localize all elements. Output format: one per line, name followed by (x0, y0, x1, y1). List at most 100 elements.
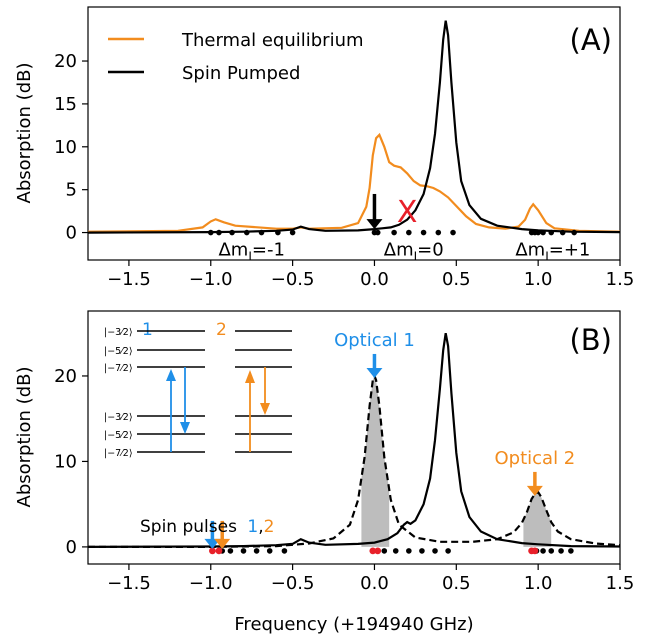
panel-b-annotations: Optical 1 Optical 2 (204, 330, 575, 549)
inset-blue-arrows (166, 367, 190, 452)
panel-a-xtick-label: −1.5 (107, 269, 151, 290)
transition-dot (289, 229, 296, 236)
panel-b-xlabel: Frequency (+194940 GHz) (234, 614, 473, 635)
panel-a-xtick-label: −0.5 (271, 269, 315, 290)
dot-group-label-main: Δm (384, 240, 414, 261)
lower-level-label-1: |−3⁄2⟩ (104, 412, 133, 423)
spin-pulses-label: Spin pulses 1,2 (140, 517, 274, 537)
transition-dot (571, 229, 577, 236)
panel-b-transition-dots (209, 547, 574, 555)
blue-down-arrowhead (180, 422, 190, 434)
panel-a-ytick-label: 10 (54, 137, 77, 158)
transition-dot (281, 548, 288, 554)
panel-b-xtick-label: 0.5 (442, 573, 471, 594)
panel-b-y-ticks: 0 10 20 (54, 366, 88, 558)
dot-group-label-main: Δm (515, 240, 545, 261)
panel-a-curves (87, 20, 621, 234)
transition-dot (253, 548, 260, 554)
panel-a-xtick-label: −1.0 (189, 269, 233, 290)
transition-dot (258, 229, 265, 236)
panel-b-ylabel: Absorption (dB) (14, 367, 35, 508)
transition-dot (275, 229, 281, 236)
panel-a-xtick-label: 1.5 (606, 269, 635, 290)
panel-a-ylabel: Absorption (dB) (14, 63, 35, 204)
transition-dot (445, 548, 451, 554)
pumped-transition-dot (369, 547, 377, 555)
panel-b-ytick-label: 20 (54, 366, 77, 387)
spin-pulse-2-arrow-head (214, 538, 231, 549)
dot-group-label-rest: =0 (417, 240, 444, 261)
optical-1-arrow-head (366, 367, 383, 378)
pumped-transition-dot (209, 547, 216, 555)
transition-dot (392, 548, 399, 554)
shaded-region (361, 376, 390, 547)
dot-group-label-main: Δm (218, 240, 248, 261)
transition-dot (227, 548, 234, 554)
level-labels: |−3⁄2⟩ |−5⁄2⟩ |−7⁄2⟩ |−3⁄2⟩ |−5⁄2⟩ |−7⁄2… (104, 327, 133, 459)
panel-b-xtick-label: −1.5 (107, 573, 151, 594)
panel-b-xtick-label: 1.0 (524, 573, 553, 594)
dot-group-label-rest: =+1 (549, 240, 591, 261)
transition-dot (548, 548, 555, 554)
transition-dot (450, 229, 456, 236)
lower-levels (137, 415, 292, 453)
transition-dot (240, 548, 247, 554)
transition-dot (535, 229, 541, 236)
lower-level-label-3: |−7⁄2⟩ (104, 448, 133, 459)
transition-dot (243, 229, 250, 236)
optical-2-arrow-head (526, 485, 543, 496)
panel-a-transition-dots: ΔmI=-1 ΔmI=0 ΔmI=+1 (207, 229, 590, 264)
transition-dot (391, 229, 397, 236)
dashed-absorption-line (88, 372, 621, 548)
inset-orange-arrows (245, 367, 270, 452)
transition-dot (207, 229, 214, 236)
panel-b-xtick-label: 1.5 (606, 573, 635, 594)
upper-level-label-1: |−3⁄2⟩ (104, 327, 133, 338)
panel-a-plot-area (87, 6, 621, 261)
transition-dot (435, 229, 442, 236)
panel-a-ytick-label: 20 (54, 51, 77, 72)
dot-group-label: ΔmI=+1 (515, 240, 590, 264)
panel-a-xtick-label: 0.5 (442, 269, 471, 290)
panel-a-ytick-label: 5 (66, 180, 77, 201)
panel-b-xtick-label: −1.0 (189, 573, 233, 594)
solid-absorption-line (87, 332, 621, 548)
orange-up-arrowhead (245, 370, 255, 383)
panel-b-x-ticks: −1.5 −1.0 −0.5 0.0 0.5 1.0 1.5 (107, 564, 634, 594)
optical-2-label: Optical 2 (494, 448, 575, 469)
inset-label-2: 2 (216, 320, 227, 340)
transition-dot (432, 548, 438, 554)
panel-a-xtick-label: 0.0 (360, 269, 389, 290)
panel-a: ΔmI=-1 ΔmI=0 ΔmI=+1 −1.5 −1.0 −0.5 0.0 0.5 1.0 1… (14, 6, 635, 290)
transition-dot (406, 548, 412, 554)
panel-a-y-ticks: 0 5 10 15 20 (54, 51, 88, 244)
transition-dot (548, 229, 555, 236)
transition-dot (540, 229, 546, 236)
spin-pulses-num1: 1 (247, 517, 258, 537)
transition-dot (381, 548, 388, 554)
legend-thermal-label: Thermal equilibrium (181, 30, 364, 51)
dot-group-label-sub: I (248, 250, 252, 264)
energy-level-inset: 1 2 |−3⁄2⟩ |−5⁄2⟩ |−7⁄2⟩ (104, 320, 292, 459)
shaded-region (523, 492, 552, 547)
transition-dot (419, 548, 425, 554)
lower-level-label-2: |−5⁄2⟩ (104, 430, 133, 441)
panel-a-label: (A) (570, 23, 612, 57)
panel-b-ytick-label: 0 (66, 537, 77, 558)
upper-level-label-3: |−7⁄2⟩ (104, 363, 133, 374)
panel-a-ytick-label: 15 (54, 94, 77, 115)
spin-pulses-num2: 2 (264, 517, 275, 537)
transition-dot (420, 229, 427, 236)
panel-b-plot-area (87, 310, 621, 565)
transition-dot (540, 548, 546, 554)
dot-group-label: ΔmI=-1 (218, 240, 284, 264)
dot-group-label: ΔmI=0 (384, 240, 444, 264)
pumped-transition-dot (531, 547, 539, 555)
spin-pumped-line (87, 20, 621, 234)
panel-b-xtick-label: 0.0 (360, 573, 389, 594)
spin-pulses-comma: , (258, 517, 263, 537)
red-cross-mark: X (397, 195, 418, 230)
orange-down-arrowhead (260, 403, 270, 415)
panel-b-curves (87, 332, 621, 548)
